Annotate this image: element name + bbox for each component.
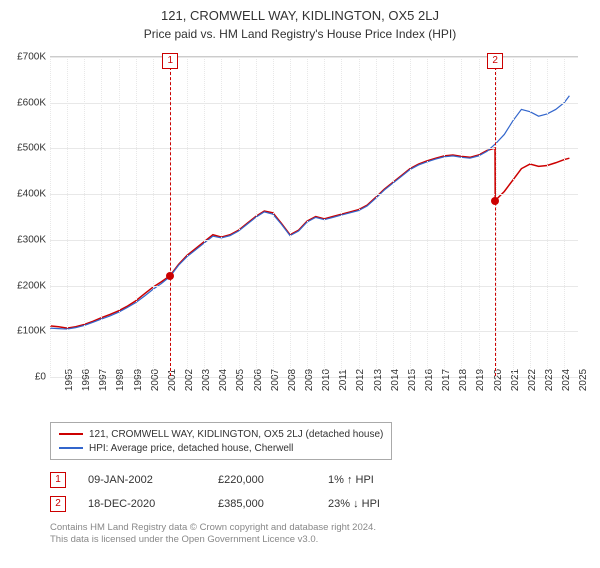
y-axis-label: £700K: [17, 52, 46, 63]
footer-line-1: Contains HM Land Registry data © Crown c…: [50, 522, 376, 534]
gridline-h: [50, 240, 578, 241]
events-table: 1 09-JAN-2002 £220,000 1% ↑ HPI 2 18-DEC…: [50, 468, 428, 516]
gridline-v: [101, 57, 102, 376]
y-axis-label: £0: [35, 372, 46, 383]
y-axis-label: £100K: [17, 326, 46, 337]
legend: 121, CROMWELL WAY, KIDLINGTON, OX5 2LJ (…: [50, 422, 392, 460]
gridline-v: [530, 57, 531, 376]
gridline-v: [256, 57, 257, 376]
event-date-1: 09-JAN-2002: [88, 474, 218, 486]
chart-title: 121, CROMWELL WAY, KIDLINGTON, OX5 2LJ: [0, 8, 600, 23]
plot-region: £0£100K£200K£300K£400K£500K£600K£700K199…: [50, 56, 578, 376]
x-axis-label: 2025: [564, 369, 589, 391]
gridline-v: [427, 57, 428, 376]
gridline-v: [444, 57, 445, 376]
gridline-v: [239, 57, 240, 376]
event-date-2: 18-DEC-2020: [88, 498, 218, 510]
y-axis-label: £500K: [17, 143, 46, 154]
gridline-h: [50, 148, 578, 149]
event-price-2: £385,000: [218, 498, 328, 510]
event-dot-2: [491, 197, 499, 205]
gridline-v: [50, 57, 51, 376]
y-axis-label: £300K: [17, 234, 46, 245]
gridline-v: [187, 57, 188, 376]
legend-label-hpi: HPI: Average price, detached house, Cher…: [89, 443, 293, 454]
event-diff-2: 23% ↓ HPI: [328, 498, 428, 510]
chart-subtitle: Price paid vs. HM Land Registry's House …: [0, 27, 600, 41]
gridline-h: [50, 103, 578, 104]
chart-area: £0£100K£200K£300K£400K£500K£600K£700K199…: [50, 56, 578, 376]
event-box-2: 2: [487, 53, 503, 69]
gridline-v: [221, 57, 222, 376]
gridline-v: [359, 57, 360, 376]
gridline-v: [513, 57, 514, 376]
gridline-v: [204, 57, 205, 376]
gridline-h: [50, 331, 578, 332]
gridline-v: [84, 57, 85, 376]
event-row-2: 2 18-DEC-2020 £385,000 23% ↓ HPI: [50, 492, 428, 516]
series-subject: [50, 148, 569, 328]
gridline-v: [410, 57, 411, 376]
gridline-v: [290, 57, 291, 376]
gridline-v: [393, 57, 394, 376]
legend-swatch-hpi: [59, 447, 83, 449]
gridline-v: [273, 57, 274, 376]
event-diff-1: 1% ↑ HPI: [328, 474, 428, 486]
gridline-v: [461, 57, 462, 376]
gridline-v: [376, 57, 377, 376]
legend-swatch-subject: [59, 433, 83, 435]
event-box-1: 1: [162, 53, 178, 69]
y-axis-label: £400K: [17, 189, 46, 200]
event-line-1: [170, 57, 171, 376]
gridline-v: [119, 57, 120, 376]
legend-item-hpi: HPI: Average price, detached house, Cher…: [59, 441, 383, 455]
gridline-v: [564, 57, 565, 376]
y-axis-label: £200K: [17, 280, 46, 291]
event-marker-2: 2: [50, 496, 66, 512]
event-dot-1: [166, 272, 174, 280]
gridline-v: [307, 57, 308, 376]
gridline-v: [153, 57, 154, 376]
chart-lines: [50, 57, 578, 376]
event-marker-1: 1: [50, 472, 66, 488]
series-hpi: [50, 96, 569, 329]
footer-attribution: Contains HM Land Registry data © Crown c…: [50, 522, 376, 547]
legend-item-subject: 121, CROMWELL WAY, KIDLINGTON, OX5 2LJ (…: [59, 427, 383, 441]
gridline-v: [67, 57, 68, 376]
gridline-v: [547, 57, 548, 376]
gridline-v: [324, 57, 325, 376]
event-price-1: £220,000: [218, 474, 328, 486]
legend-label-subject: 121, CROMWELL WAY, KIDLINGTON, OX5 2LJ (…: [89, 429, 383, 440]
gridline-v: [479, 57, 480, 376]
footer-line-2: This data is licensed under the Open Gov…: [50, 534, 376, 546]
y-axis-label: £600K: [17, 97, 46, 108]
gridline-h: [50, 194, 578, 195]
gridline-h: [50, 286, 578, 287]
event-line-2: [495, 57, 496, 376]
gridline-v: [136, 57, 137, 376]
event-row-1: 1 09-JAN-2002 £220,000 1% ↑ HPI: [50, 468, 428, 492]
gridline-v: [341, 57, 342, 376]
